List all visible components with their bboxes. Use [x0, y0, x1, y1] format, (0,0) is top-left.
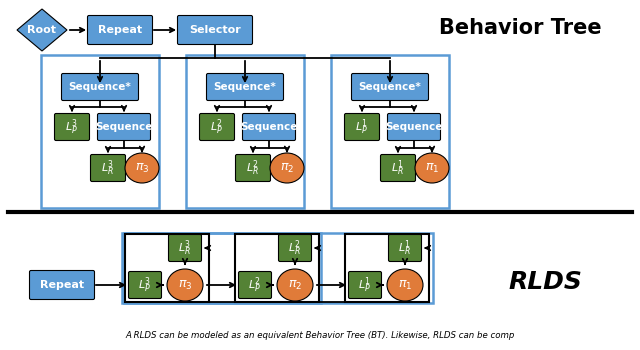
FancyBboxPatch shape: [351, 74, 429, 100]
Text: Sequence*: Sequence*: [358, 82, 421, 92]
Text: $L_R^3$: $L_R^3$: [179, 238, 191, 258]
FancyBboxPatch shape: [236, 154, 271, 182]
Ellipse shape: [167, 269, 203, 301]
FancyBboxPatch shape: [387, 113, 440, 140]
Text: Repeat: Repeat: [98, 25, 142, 35]
Text: $L_R^1$: $L_R^1$: [398, 238, 412, 258]
Text: $\pi_3$: $\pi_3$: [178, 279, 192, 292]
FancyBboxPatch shape: [200, 113, 234, 140]
Text: $L_P^3$: $L_P^3$: [65, 117, 79, 137]
Text: Sequence*: Sequence*: [214, 82, 276, 92]
Ellipse shape: [277, 269, 313, 301]
Bar: [125, 234, 209, 302]
Text: $L_R^2$: $L_R^2$: [289, 238, 301, 258]
FancyBboxPatch shape: [61, 74, 138, 100]
FancyBboxPatch shape: [97, 113, 150, 140]
FancyBboxPatch shape: [177, 15, 253, 44]
Text: A RLDS can be modeled as an equivalent Behavior Tree (BT). Likewise, RLDS can be: A RLDS can be modeled as an equivalent B…: [125, 330, 515, 340]
FancyBboxPatch shape: [168, 234, 202, 261]
FancyBboxPatch shape: [349, 272, 381, 299]
Ellipse shape: [270, 153, 304, 183]
Bar: [186, 55, 304, 208]
Ellipse shape: [125, 153, 159, 183]
Text: $L_P^1$: $L_P^1$: [355, 117, 369, 137]
FancyBboxPatch shape: [239, 272, 271, 299]
FancyBboxPatch shape: [388, 234, 422, 261]
Text: $L_R^2$: $L_R^2$: [246, 158, 260, 178]
Text: Behavior Tree: Behavior Tree: [438, 18, 602, 38]
FancyBboxPatch shape: [129, 272, 161, 299]
Ellipse shape: [387, 269, 423, 301]
FancyBboxPatch shape: [381, 154, 415, 182]
Text: Sequence: Sequence: [240, 122, 298, 132]
Text: $L_R^3$: $L_R^3$: [101, 158, 115, 178]
FancyBboxPatch shape: [54, 113, 90, 140]
FancyBboxPatch shape: [344, 113, 380, 140]
Text: $\pi_2$: $\pi_2$: [288, 279, 302, 292]
FancyBboxPatch shape: [243, 113, 296, 140]
Text: Sequence: Sequence: [95, 122, 153, 132]
Text: RLDS: RLDS: [508, 270, 582, 294]
Text: Selector: Selector: [189, 25, 241, 35]
Text: Sequence*: Sequence*: [68, 82, 131, 92]
Text: $L_R^1$: $L_R^1$: [392, 158, 404, 178]
Text: $\pi_1$: $\pi_1$: [425, 161, 439, 175]
Bar: [235, 234, 319, 302]
Bar: [345, 234, 429, 302]
Text: Repeat: Repeat: [40, 280, 84, 290]
Text: $L_P^3$: $L_P^3$: [138, 275, 152, 295]
Text: $L_P^2$: $L_P^2$: [248, 275, 262, 295]
FancyBboxPatch shape: [207, 74, 284, 100]
Ellipse shape: [415, 153, 449, 183]
Bar: [41, 55, 159, 208]
Text: Root: Root: [28, 25, 56, 35]
Text: $\pi_1$: $\pi_1$: [398, 279, 412, 292]
FancyBboxPatch shape: [90, 154, 125, 182]
Bar: [331, 55, 449, 208]
Polygon shape: [17, 9, 67, 51]
Bar: [122, 233, 433, 303]
Bar: [124, 233, 321, 303]
Text: $L_P^2$: $L_P^2$: [211, 117, 223, 137]
Text: $\pi_2$: $\pi_2$: [280, 161, 294, 175]
FancyBboxPatch shape: [88, 15, 152, 44]
FancyBboxPatch shape: [278, 234, 312, 261]
Text: $L_P^1$: $L_P^1$: [358, 275, 372, 295]
Text: Sequence: Sequence: [385, 122, 443, 132]
Text: $\pi_3$: $\pi_3$: [135, 161, 149, 175]
FancyBboxPatch shape: [29, 271, 95, 300]
